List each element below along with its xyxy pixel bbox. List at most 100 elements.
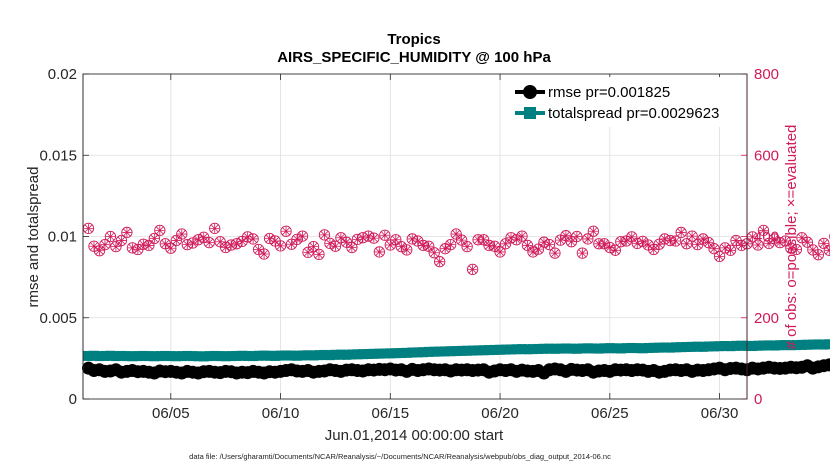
obs-possible-marker (143, 239, 155, 252)
obs-evaluated-marker (166, 243, 176, 253)
obs-evaluated-marker (83, 223, 94, 233)
obs-evaluated-marker (489, 241, 500, 251)
totalspread-point (807, 339, 818, 350)
obs-evaluated-marker (391, 235, 401, 245)
totalspread-point (670, 342, 681, 353)
obs-possible-marker (823, 244, 830, 256)
totalspread-point (802, 339, 813, 350)
obs-evaluated-marker (330, 241, 341, 251)
obs-possible-marker (757, 224, 770, 237)
totalspread-point (511, 344, 522, 355)
obs-point (445, 238, 457, 251)
obs-evaluated-marker (446, 240, 456, 250)
obs-point (379, 229, 391, 241)
obs-possible-marker (165, 242, 177, 254)
totalspread-point (132, 351, 143, 362)
obs-evaluated-marker (188, 238, 198, 248)
obs-evaluated-marker (314, 249, 324, 259)
legend-rmse-label: rmse pr=0.001825 (548, 84, 670, 101)
totalspread-point (538, 343, 549, 354)
obs-evaluated-marker (819, 238, 829, 249)
obs-evaluated-marker (698, 234, 708, 244)
obs-evaluated-marker (149, 233, 159, 244)
obs-point (823, 244, 830, 256)
totalspread-point (566, 343, 577, 354)
obs-evaluated-marker (775, 237, 785, 248)
totalspread-point (506, 344, 517, 355)
obs-evaluated-marker (210, 223, 220, 233)
obs-point (461, 241, 473, 253)
obs-evaluated-marker (731, 235, 741, 246)
totalspread-point (626, 342, 637, 353)
x-tick-label: 06/15 (372, 405, 410, 422)
obs-evaluated-marker (522, 240, 533, 251)
obs-point (576, 247, 589, 259)
totalspread-point (259, 350, 270, 361)
totalspread-point (780, 340, 791, 351)
obs-evaluated-marker (747, 232, 758, 242)
plot-frame (82, 73, 748, 400)
obs-point (209, 222, 221, 235)
obs-evaluated-marker (193, 235, 203, 245)
obs-point (247, 233, 259, 245)
obs-evaluated-marker (237, 236, 247, 246)
totalspread-point (478, 345, 489, 356)
totalspread-point (533, 343, 544, 354)
obs-evaluated-marker (89, 241, 99, 251)
obs-point (779, 235, 792, 247)
obs-evaluated-marker (605, 242, 615, 253)
obs-possible-marker (203, 236, 215, 249)
obs-possible-marker (445, 238, 457, 251)
obs-evaluated-marker (457, 235, 467, 245)
obs-possible-marker (121, 226, 133, 239)
totalspread-point (165, 351, 176, 362)
totalspread-point (105, 350, 116, 361)
obs-evaluated-marker (769, 234, 780, 244)
totalspread-point (752, 340, 763, 351)
obs-point (587, 225, 599, 237)
obs-evaluated-marker (555, 235, 566, 245)
totalspread-point (379, 348, 390, 359)
obs-evaluated-marker (638, 236, 648, 246)
obs-evaluated-marker (133, 244, 143, 255)
totalspread-point (462, 345, 473, 356)
totalspread-point (571, 343, 582, 354)
obs-point (818, 237, 830, 250)
totalspread-point (495, 344, 506, 355)
totalspread-point (308, 350, 319, 361)
obs-evaluated-marker (116, 235, 127, 246)
obs-point (521, 239, 534, 252)
totalspread-point (774, 340, 785, 351)
totalspread-point (324, 350, 335, 361)
obs-point (170, 234, 182, 247)
obs-evaluated-marker (451, 229, 461, 239)
obs-evaluated-marker (221, 242, 231, 253)
y-axis-label: rmse and totalspread (25, 167, 42, 308)
totalspread-point (330, 349, 341, 360)
obs-point (494, 246, 506, 258)
totalspread-point (577, 343, 588, 354)
totalspread-point (138, 350, 149, 361)
totalspread-point (687, 341, 698, 352)
obs-evaluated-marker (281, 226, 291, 236)
obs-point (499, 238, 512, 250)
totalspread-point (182, 350, 193, 361)
obs-possible-marker (209, 222, 221, 235)
obs-evaluated-marker (199, 232, 209, 242)
chart-subtitle: AIRS_SPECIFIC_HUMIDITY @ 100 hPa (277, 49, 551, 66)
obs-possible-marker (724, 244, 737, 256)
obs-evaluated-marker (105, 231, 116, 242)
obs-possible-marker (379, 229, 391, 241)
obs-evaluated-marker (528, 247, 538, 257)
totalspread-point (473, 345, 484, 356)
obs-point (93, 245, 106, 257)
obs-evaluated-marker (736, 240, 747, 251)
totalspread-point (352, 349, 363, 360)
totalspread-point (368, 348, 379, 359)
obs-evaluated-marker (610, 245, 620, 255)
totalspread-point (374, 348, 385, 359)
y-tick-label: 0.015 (39, 147, 77, 164)
totalspread-point (544, 343, 555, 354)
obs-possible-marker (346, 241, 358, 254)
